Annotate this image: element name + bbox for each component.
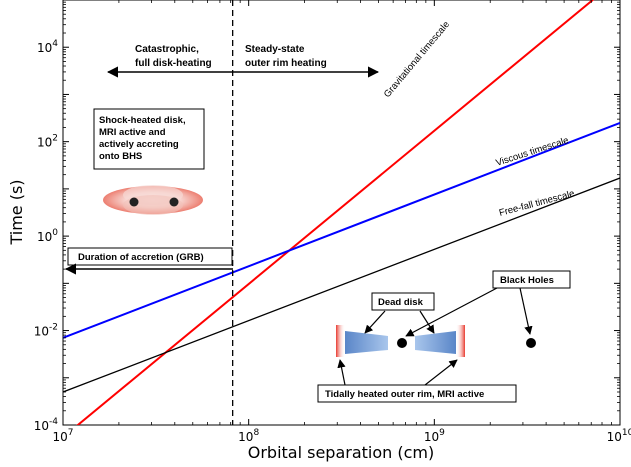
y-tick-label: 100 — [37, 228, 58, 244]
series-layer — [63, 0, 620, 425]
dead-disk-box — [371, 292, 435, 311]
x-tick-label: 107 — [52, 428, 73, 444]
black-holes-box — [492, 270, 571, 289]
y-tick-label: 102 — [37, 134, 58, 150]
shock-heated-box — [93, 108, 205, 170]
y-tick-label: 10-2 — [34, 323, 58, 339]
freefall-line-label: Free-fall timescale — [498, 188, 576, 219]
catastrophic-label-line2: full disk-heating — [135, 58, 212, 69]
shock-label-line2: MRI active and — [99, 127, 166, 138]
black-holes-arrow-left — [405, 287, 498, 337]
heated-binary-disk-graphic — [103, 185, 203, 215]
dead-disk-arrow-left — [364, 310, 386, 334]
shock-label-line4: onto BHS — [99, 151, 142, 162]
series-line-1 — [76, 0, 595, 425]
shock-label-line1: Shock-heated disk, — [99, 115, 186, 126]
x-tick-label: 108 — [238, 428, 259, 444]
black-holes-label: Black Holes — [500, 275, 554, 286]
series-line-3 — [63, 177, 620, 393]
steady-label-line2: outer rim heating — [245, 58, 327, 69]
duration-box — [67, 247, 233, 266]
tidal-arrow-left — [337, 359, 346, 386]
x-tick-label: 1010 — [607, 428, 631, 444]
gravitational-line-label: Gravitational timescale — [382, 19, 452, 100]
steady-label-line1: Steady-state — [245, 44, 305, 55]
plot-frame — [62, 0, 621, 426]
duration-label: Duration of accretion (GRB) — [78, 252, 204, 263]
series-line-2 — [63, 121, 620, 339]
catastrophic-label-line1: Catastrophic, — [135, 44, 199, 55]
black-holes-arrow-right — [519, 287, 533, 335]
y-tick-label: 10-4 — [34, 417, 59, 433]
shock-label-line3: actively accreting — [99, 139, 179, 150]
x-axis-label: Orbital separation (cm) — [248, 443, 435, 462]
viscous-line-label: Viscous timescale — [495, 135, 571, 169]
dead-disk-arrow-right — [419, 310, 435, 334]
y-tick-label: 104 — [37, 39, 58, 55]
dead-disk-graphic — [336, 325, 536, 357]
tidal-label: Tidally heated outer rim, MRI active — [325, 389, 484, 400]
x-tick-label: 109 — [424, 428, 445, 444]
dead-disk-label: Dead disk — [378, 297, 424, 308]
tidal-arrow-right — [424, 359, 458, 386]
tidal-box — [317, 384, 517, 403]
tick-layer: 107 108 109 1010 10-4 10-2 100 102 104 — [34, 0, 631, 444]
y-axis-label: Time (s) — [7, 179, 26, 245]
